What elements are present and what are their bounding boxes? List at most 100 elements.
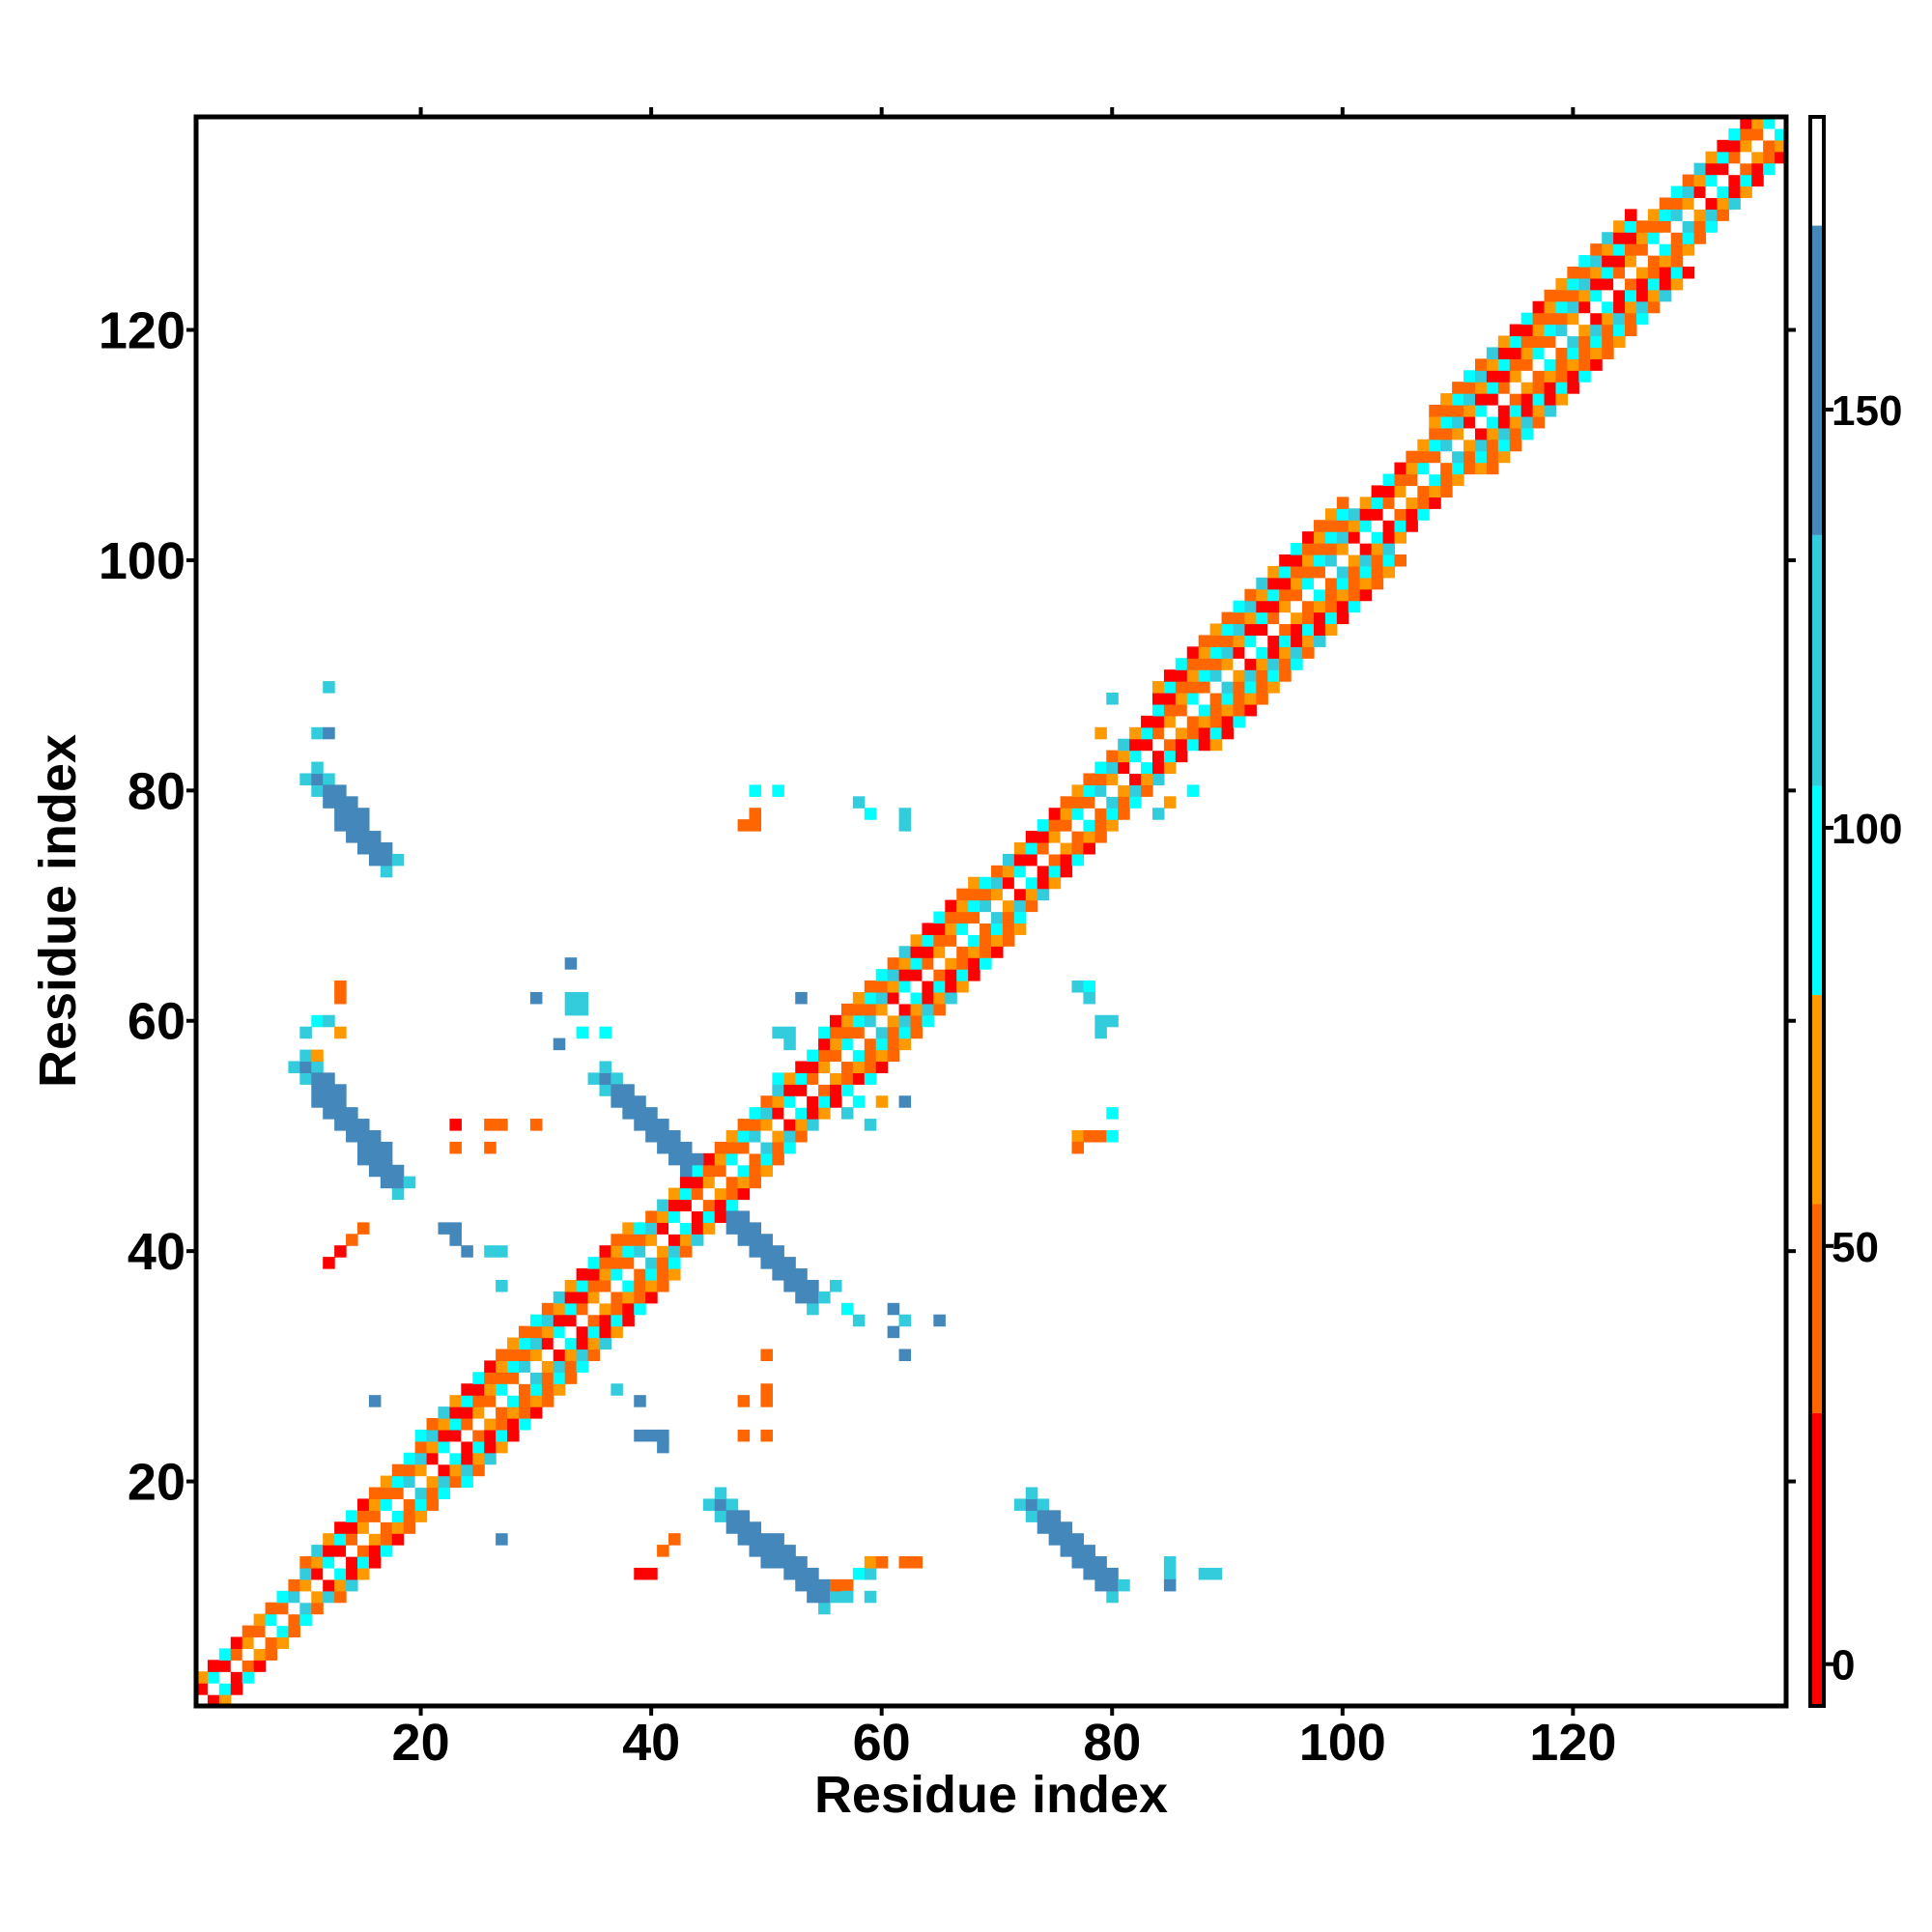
heatmap-cell	[1359, 531, 1373, 544]
heatmap-cell	[968, 946, 980, 958]
heatmap-cell	[991, 923, 1004, 935]
heatmap-cell	[553, 1349, 566, 1361]
heatmap-cell	[1429, 405, 1441, 417]
heatmap-cell	[714, 1199, 727, 1212]
heatmap-cell	[1382, 565, 1396, 579]
heatmap-cell	[830, 1095, 842, 1108]
heatmap-cell	[403, 1463, 416, 1477]
heatmap-cell	[484, 1452, 497, 1465]
heatmap-cell	[772, 1072, 784, 1085]
heatmap-cell	[403, 1510, 416, 1522]
heatmap-cell	[587, 1268, 601, 1281]
heatmap-cell	[1371, 554, 1384, 567]
heatmap-cell	[1625, 289, 1637, 302]
heatmap-cell	[1324, 554, 1338, 567]
heatmap-cell	[311, 1095, 324, 1108]
heatmap-cell	[737, 1222, 751, 1235]
heatmap-cell	[691, 1222, 704, 1235]
heatmap-cell	[679, 1141, 693, 1154]
heatmap-cell	[1094, 761, 1107, 775]
heatmap-cell	[679, 1164, 693, 1178]
heatmap-cell	[875, 1026, 889, 1039]
heatmap-cell	[1544, 335, 1557, 349]
heatmap-cell	[1129, 784, 1142, 797]
heatmap-cell	[1440, 427, 1453, 440]
heatmap-cell	[356, 1498, 370, 1511]
colorbar-band	[1810, 1204, 1824, 1413]
heatmap-cell	[611, 1245, 623, 1258]
heatmap-cell	[564, 1291, 578, 1304]
heatmap-cell	[910, 934, 923, 947]
heatmap-cell	[691, 1210, 704, 1223]
heatmap-cell	[1382, 520, 1396, 532]
heatmap-cell	[334, 1590, 347, 1604]
heatmap-cell	[346, 1556, 358, 1569]
heatmap-cell	[1313, 565, 1326, 579]
heatmap-cell	[380, 865, 393, 878]
heatmap-cell	[864, 1037, 877, 1051]
colorbar-tick-label: 50	[1832, 1224, 1879, 1271]
heatmap-cell	[518, 1325, 531, 1339]
heatmap-cell	[1279, 577, 1292, 590]
heatmap-cell	[945, 899, 957, 913]
heatmap-cell	[1186, 738, 1200, 752]
heatmap-cell	[737, 1129, 751, 1143]
heatmap-cell	[391, 1475, 405, 1489]
heatmap-cell	[346, 1521, 358, 1534]
heatmap-cell	[1094, 784, 1107, 797]
heatmap-cell	[645, 1222, 658, 1235]
y-tick-label: 20	[128, 1454, 185, 1512]
heatmap-cell	[1520, 347, 1534, 359]
heatmap-cell	[1037, 1510, 1050, 1522]
heatmap-cell	[1590, 347, 1603, 359]
heatmap-cell	[910, 1026, 923, 1039]
heatmap-cell	[1452, 415, 1464, 429]
heatmap-cell	[288, 1578, 300, 1592]
heatmap-cell	[518, 1337, 531, 1350]
heatmap-cell	[1613, 312, 1626, 326]
heatmap-cell	[1291, 646, 1303, 659]
heatmap-cell	[1544, 358, 1557, 371]
heatmap-cell	[299, 1578, 312, 1592]
heatmap-cell	[772, 1119, 784, 1131]
heatmap-cell	[922, 946, 934, 958]
heatmap-cell	[1324, 611, 1338, 625]
heatmap-cell	[1175, 669, 1188, 682]
heatmap-cell	[564, 1349, 578, 1361]
heatmap-cell	[1359, 565, 1373, 579]
x-axis-label: Residue index	[814, 1766, 1168, 1824]
heatmap-cell	[1682, 197, 1695, 210]
heatmap-cell	[1417, 485, 1430, 497]
heatmap-cell	[991, 865, 1004, 878]
heatmap-cell	[1613, 243, 1626, 256]
heatmap-cell	[265, 1625, 278, 1638]
heatmap-cell	[311, 1578, 324, 1592]
heatmap-cell	[1083, 819, 1095, 832]
colorbar-band	[1810, 534, 1824, 786]
heatmap-cell	[807, 1302, 819, 1316]
heatmap-cell	[311, 784, 324, 797]
heatmap-cell	[760, 1429, 773, 1442]
heatmap-cell	[1486, 427, 1499, 440]
heatmap-cell	[587, 1337, 601, 1350]
plot-frame	[193, 114, 1789, 1709]
y-tick-label: 40	[128, 1223, 185, 1281]
heatmap-cell	[541, 1383, 554, 1396]
heatmap-cell	[1324, 508, 1338, 521]
heatmap-cell	[887, 969, 900, 981]
heatmap-cell	[1578, 277, 1591, 291]
heatmap-cell	[1613, 277, 1626, 291]
heatmap-cell	[991, 911, 1004, 924]
heatmap-cell	[1647, 255, 1661, 268]
heatmap-cell	[887, 1325, 900, 1339]
heatmap-cell	[898, 1037, 912, 1051]
heatmap-cell	[461, 1475, 473, 1489]
heatmap-cell	[1613, 220, 1626, 233]
heatmap-cell	[933, 957, 946, 970]
heatmap-cell	[1371, 577, 1384, 590]
heatmap-cell	[749, 1152, 762, 1166]
heatmap-cell	[1037, 888, 1050, 901]
heatmap-cell	[807, 1578, 819, 1592]
heatmap-cell	[599, 1245, 611, 1258]
heatmap-cell	[1602, 324, 1614, 337]
